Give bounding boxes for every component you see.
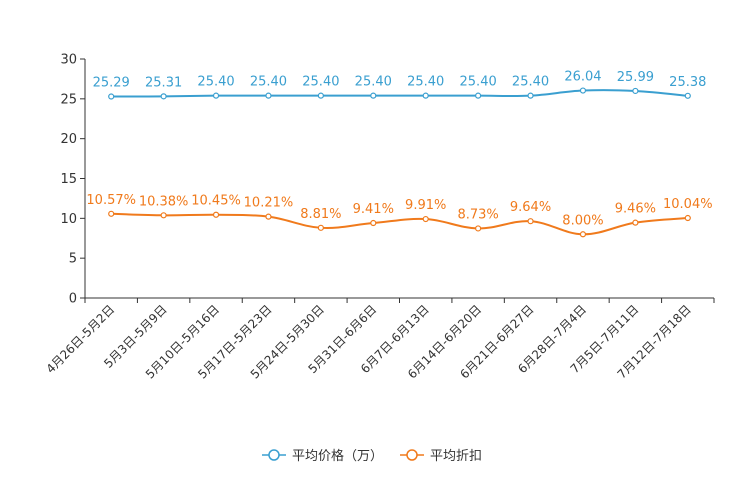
data-point <box>265 92 272 99</box>
series-2: 10.57% 10.38% 10.45% 10.21% 8.81% 9.41% 9.91% 8… <box>86 193 713 238</box>
data-point <box>108 93 115 100</box>
data-point <box>108 210 115 217</box>
data-label: 25.40 <box>197 75 234 90</box>
data-label: 25.29 <box>93 76 130 91</box>
legend-label: 平均价格（万） <box>292 448 383 464</box>
data-point <box>527 92 534 99</box>
data-label: 9.41% <box>353 202 394 217</box>
legend-marker-icon <box>268 449 280 461</box>
legend-item-2[interactable]: 平均折扣 <box>400 449 482 464</box>
data-label: 25.40 <box>512 75 549 90</box>
series-line <box>111 212 688 236</box>
data-point <box>370 92 377 99</box>
data-point <box>422 215 429 223</box>
data-point <box>265 213 272 220</box>
series-1: 25.29 25.31 25.40 25.40 25.40 25.40 25.40 25.40… <box>93 70 706 100</box>
data-label: 25.40 <box>460 75 497 90</box>
legend-label: 平均折扣 <box>430 449 482 464</box>
y-tick-label: 30 <box>60 53 77 68</box>
legend-marker-icon <box>406 449 418 461</box>
y-tick-label: 15 <box>60 172 77 187</box>
data-point <box>579 231 587 238</box>
data-label: 25.40 <box>302 75 339 90</box>
data-point <box>317 224 324 231</box>
data-point <box>370 219 377 227</box>
data-label: 9.46% <box>615 202 656 217</box>
data-label: 10.38% <box>139 194 189 209</box>
data-point <box>160 212 167 219</box>
data-label: 25.38 <box>669 75 706 90</box>
y-tick-label: 20 <box>60 132 77 147</box>
data-label: 8.00% <box>562 213 603 228</box>
data-point <box>317 92 324 99</box>
data-label: 25.40 <box>250 75 287 90</box>
data-label: 10.21% <box>244 196 294 211</box>
data-point <box>422 92 429 99</box>
data-label: 9.64% <box>510 200 551 215</box>
y-tick-label: 10 <box>60 212 77 227</box>
data-point <box>475 225 482 232</box>
legend-item-1[interactable]: 平均价格（万） <box>262 448 383 464</box>
data-label: 8.81% <box>300 207 341 222</box>
y-tick-label: 5 <box>69 252 77 267</box>
data-label: 25.40 <box>355 75 392 90</box>
data-label: 26.04 <box>564 70 601 85</box>
data-label: 25.31 <box>145 75 182 90</box>
data-label: 9.91% <box>405 198 446 213</box>
data-point <box>632 219 639 226</box>
y-tick-label: 25 <box>60 92 77 107</box>
data-point <box>475 92 482 99</box>
data-point <box>212 211 220 218</box>
data-point <box>684 214 691 222</box>
data-label: 25.40 <box>407 75 444 90</box>
data-label: 25.99 <box>617 70 654 85</box>
data-label: 10.57% <box>86 193 136 208</box>
data-point <box>212 92 220 99</box>
data-label: 10.45% <box>191 194 241 209</box>
series-layer: 25.29 25.31 25.40 25.40 25.40 25.40 25.40 25.40… <box>86 70 713 238</box>
series-line <box>111 89 688 98</box>
data-point <box>160 93 167 100</box>
data-point <box>527 218 534 225</box>
data-point <box>579 87 587 94</box>
data-point <box>684 92 691 99</box>
data-point <box>632 87 639 95</box>
data-label: 10.04% <box>663 197 713 212</box>
legend[interactable]: 平均价格（万） 平均折扣 <box>262 448 482 464</box>
data-label: 8.73% <box>457 207 498 222</box>
y-tick-label: 0 <box>69 292 77 307</box>
